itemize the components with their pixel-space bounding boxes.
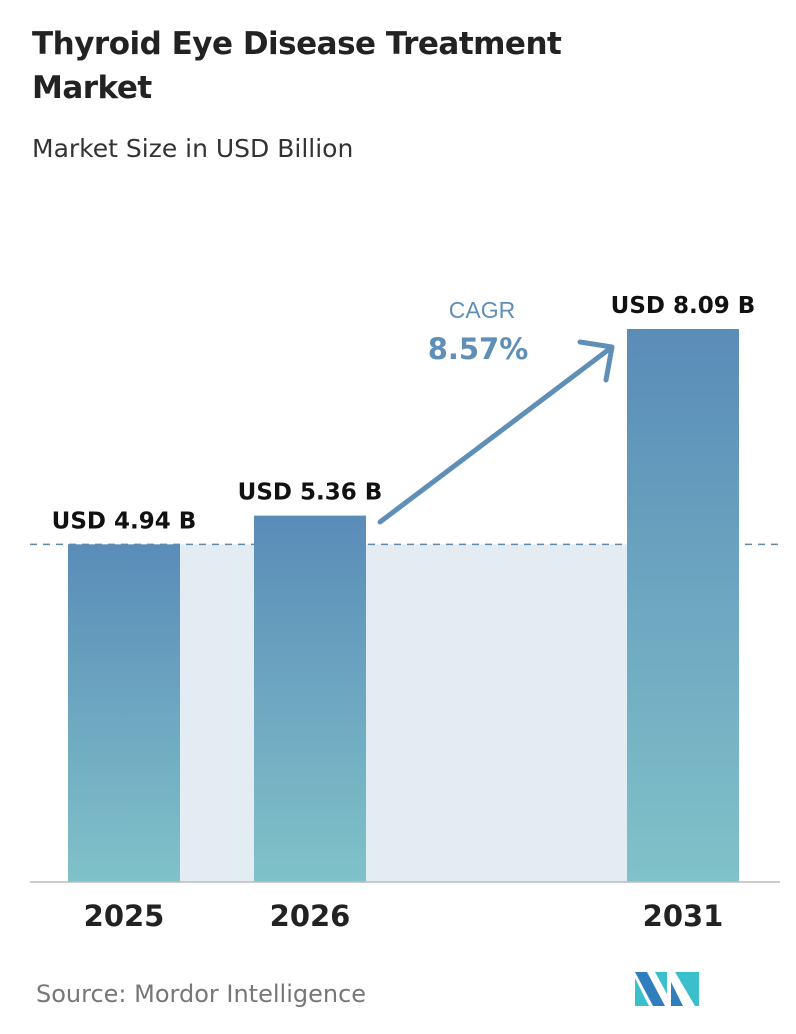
data-label-2026: USD 5.36 B <box>238 480 383 506</box>
x-tick-2031: 2031 <box>643 899 724 933</box>
reference-band <box>180 544 627 882</box>
cagr-arrow-icon <box>377 339 615 525</box>
cagr-value: 8.57% <box>428 332 529 366</box>
chart-title: Thyroid Eye Disease Treatment Market <box>32 26 562 106</box>
cagr-label: CAGR <box>449 297 515 323</box>
logo <box>635 972 699 1006</box>
x-tick-2026: 2026 <box>270 899 351 933</box>
data-label-2031: USD 8.09 B <box>611 293 756 319</box>
x-tick-2025: 2025 <box>84 899 165 933</box>
bar-2031 <box>627 329 739 882</box>
bar-2025 <box>68 544 180 882</box>
chart-subtitle: Market Size in USD Billion <box>32 134 354 163</box>
data-label-2025: USD 4.94 B <box>52 508 197 534</box>
bar-2026 <box>254 515 366 882</box>
source-note: Source: Mordor Intelligence <box>36 980 367 1008</box>
